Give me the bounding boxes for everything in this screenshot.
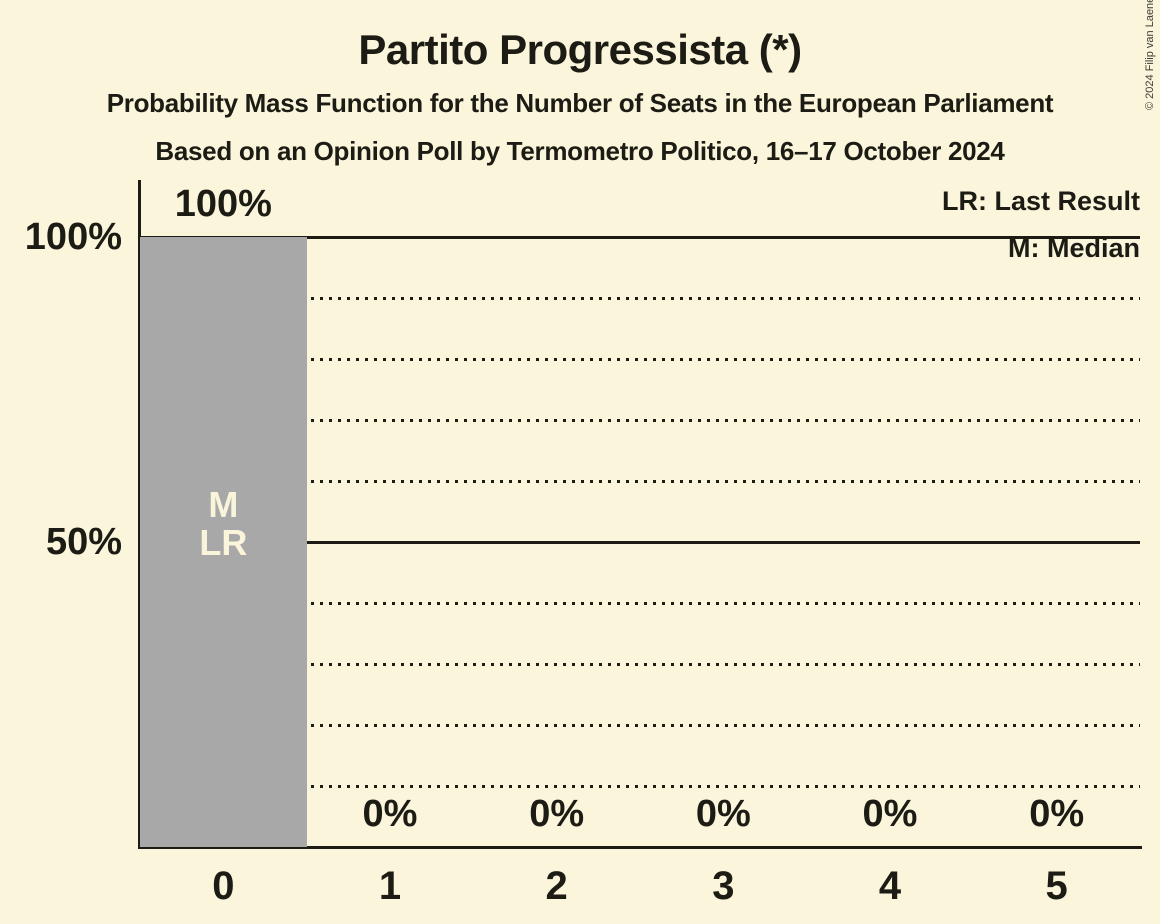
bar-value-label-0: 100%: [174, 183, 272, 225]
x-axis-line: [138, 846, 1142, 849]
bar-value-label-4: 0%: [862, 793, 918, 835]
chart-subtitle: Probability Mass Function for the Number…: [106, 88, 1054, 118]
median-last-result-annotation: M LR: [153, 486, 293, 562]
x-tick-label-5: 5: [1045, 864, 1068, 908]
gridline-dotted-80: [140, 357, 1140, 361]
bar-value-label-5: 0%: [1029, 793, 1085, 835]
y-axis-line: [138, 180, 141, 849]
bar-value-label-1: 0%: [362, 793, 418, 835]
x-tick-label-2: 2: [545, 864, 568, 908]
y-tick-label-50: 50%: [45, 521, 122, 563]
gridline-solid-100: [140, 235, 1140, 239]
gridline-dotted-20: [140, 723, 1140, 727]
x-tick-label-1: 1: [378, 864, 402, 908]
legend-last-result: LR: Last Result: [941, 186, 1140, 216]
copyright-notice: © 2024 Filip van Laenen: [1144, 0, 1156, 110]
gridline-dotted-40: [140, 601, 1140, 605]
gridline-dotted-30: [140, 662, 1140, 666]
legend-median: M: Median: [1008, 233, 1140, 263]
annotation-line-lr: LR: [199, 522, 248, 563]
gridline-dotted-60: [140, 479, 1140, 483]
x-tick-label-0: 0: [212, 864, 235, 908]
gridline-dotted-10: [140, 784, 1140, 788]
gridline-dotted-90: [140, 296, 1140, 300]
gridline-solid-50: [140, 540, 1140, 544]
gridline-dotted-70: [140, 418, 1140, 422]
bar-value-label-2: 0%: [529, 793, 585, 835]
chart-title: Partito Progressista (*): [358, 26, 802, 73]
x-tick-label-4: 4: [878, 864, 902, 908]
bar-seats-0: [140, 237, 307, 847]
chart-poll-source: Based on an Opinion Poll by Termometro P…: [155, 136, 1005, 166]
x-tick-label-3: 3: [712, 864, 735, 908]
bar-value-label-3: 0%: [695, 793, 751, 835]
y-tick-label-100: 100%: [24, 216, 122, 258]
annotation-line-m: M: [208, 484, 239, 525]
